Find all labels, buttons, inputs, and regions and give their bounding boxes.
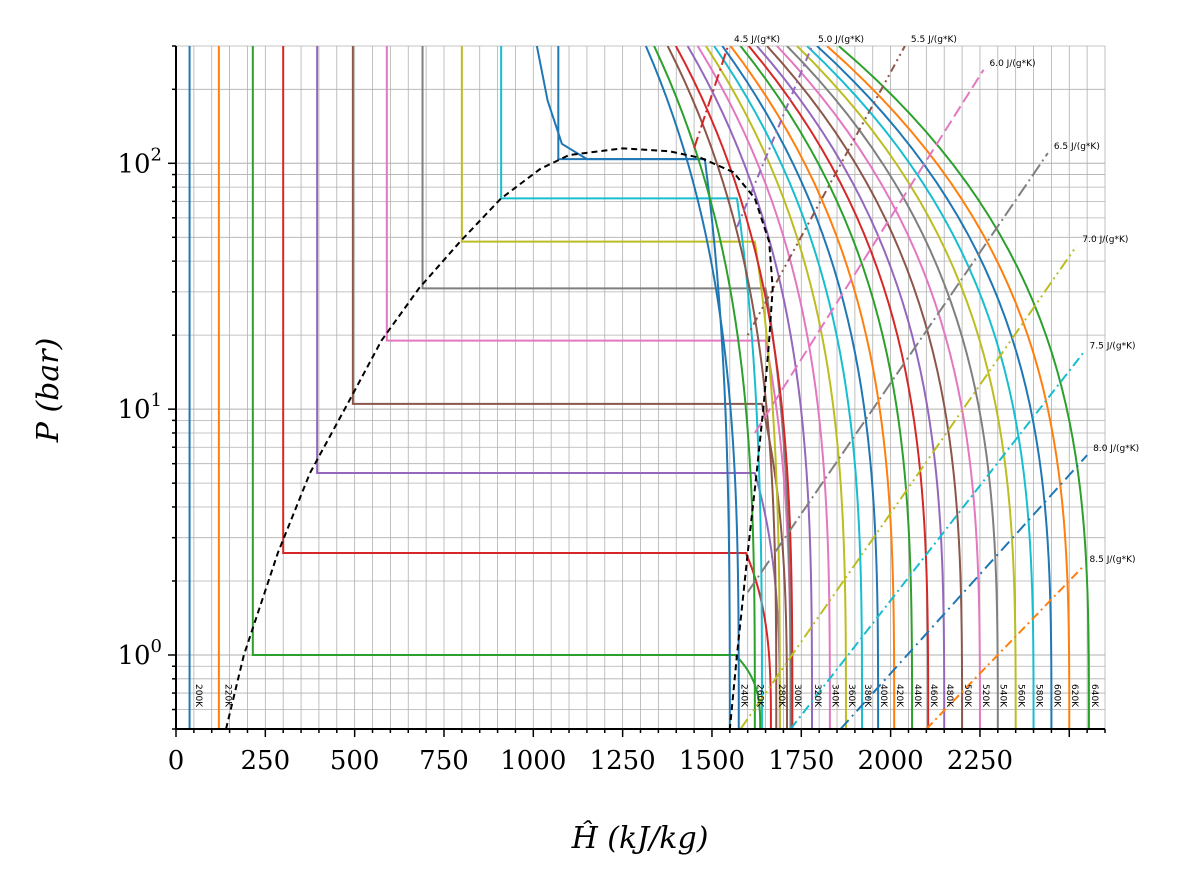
superheated-isotherm-line bbox=[739, 46, 914, 729]
superheated-isotherm-line bbox=[816, 46, 1053, 729]
isentrope-line bbox=[746, 152, 1049, 593]
y-tick-label: 101 bbox=[117, 390, 162, 425]
temperature-label: 620K bbox=[1069, 684, 1079, 708]
temperature-label: 560K bbox=[1016, 684, 1026, 708]
annotations: 4.5 J/(g*K) 5.0 J/(g*K) 5.5 J/(g*K) 6.0 J/(… bbox=[193, 35, 1139, 708]
isentrope-label: 8.0 J/(g*K) bbox=[1093, 444, 1139, 454]
superheated-isotherm-line bbox=[776, 46, 981, 729]
grid-lines bbox=[175, 45, 1106, 730]
temperature-label: 280K bbox=[776, 684, 786, 708]
superheated-isotherm-line bbox=[786, 46, 999, 729]
temperature-label: 220K bbox=[222, 684, 232, 708]
y-tick-label: 100 bbox=[117, 636, 162, 671]
isentrope-label: 7.0 J/(g*K) bbox=[1082, 235, 1128, 245]
isotherm-line bbox=[282, 46, 772, 729]
x-tick-label: 2000 bbox=[858, 746, 924, 776]
superheated-isotherm-line bbox=[644, 46, 740, 729]
saturation-dome-line bbox=[225, 147, 774, 729]
temperature-label: 540K bbox=[998, 684, 1008, 708]
isentrope-line bbox=[693, 46, 729, 149]
isentrope-label: 5.5 J/(g*K) bbox=[911, 35, 957, 45]
isentrope-label: 8.5 J/(g*K) bbox=[1090, 555, 1136, 565]
temperature-label: 640K bbox=[1089, 684, 1099, 708]
isentrope-label: 6.5 J/(g*K) bbox=[1054, 142, 1100, 152]
temperature-label: 260K bbox=[755, 684, 765, 708]
superheated-isotherm-line bbox=[713, 46, 864, 729]
temperature-label: 600K bbox=[1051, 684, 1061, 708]
temperature-label: 300K bbox=[792, 684, 802, 708]
temperature-label: 420K bbox=[894, 684, 904, 708]
isentrope-line bbox=[746, 46, 906, 336]
superheated-isotherm-line bbox=[796, 46, 1017, 729]
x-axis-title: Ĥ (kJ/kg) bbox=[571, 820, 709, 856]
superheated-isotherm-line bbox=[705, 46, 847, 729]
superheated-isotherm-line bbox=[838, 46, 1090, 729]
isentrope-label: 7.5 J/(g*K) bbox=[1090, 341, 1136, 351]
isentrope-line bbox=[736, 46, 813, 228]
temperature-label: 460K bbox=[928, 684, 938, 708]
isotherm-line bbox=[460, 46, 781, 729]
x-tick-label: 1000 bbox=[500, 746, 566, 776]
isentrope-label: 6.0 J/(g*K) bbox=[990, 59, 1036, 69]
isentrope-label: 4.5 J/(g*K) bbox=[734, 35, 780, 45]
y-tick-label: 102 bbox=[117, 144, 162, 179]
isentrope-label: 5.0 J/(g*K) bbox=[818, 35, 864, 45]
temperature-label: 580K bbox=[1033, 684, 1043, 708]
superheated-isotherm-line bbox=[747, 46, 930, 729]
temperature-label: 320K bbox=[812, 684, 822, 708]
superheated-isotherm-line bbox=[826, 46, 1071, 729]
x-tick-label: 1750 bbox=[768, 746, 834, 776]
superheated-isotherm-line bbox=[696, 46, 831, 729]
temperature-label: 440K bbox=[912, 684, 922, 708]
isotherm-curves bbox=[188, 46, 1090, 729]
temperature-label: 340K bbox=[830, 684, 840, 708]
superheated-isotherm-line bbox=[653, 46, 756, 729]
x-tick-label: 2250 bbox=[947, 746, 1013, 776]
superheated-isotherm-line bbox=[806, 46, 1035, 729]
superheated-isotherm-line bbox=[766, 46, 964, 729]
temperature-label: 240K bbox=[739, 684, 749, 708]
temperature-label: 380K bbox=[862, 684, 872, 708]
x-tick-label: 500 bbox=[330, 746, 380, 776]
x-tick-label: 750 bbox=[419, 746, 469, 776]
isentrope-curves bbox=[693, 46, 1088, 729]
x-tick-label: 1500 bbox=[679, 746, 745, 776]
temperature-label: 200K bbox=[193, 684, 203, 708]
superheated-isotherm-line bbox=[686, 46, 814, 729]
isotherm-line bbox=[535, 46, 705, 161]
temperature-label: 500K bbox=[962, 684, 972, 708]
isotherm-line bbox=[500, 46, 763, 729]
y-axis-title: P (bar) bbox=[31, 338, 66, 444]
isotherm-line bbox=[421, 46, 792, 729]
superheated-isotherm-line bbox=[729, 46, 896, 729]
saturation-dome bbox=[225, 147, 774, 729]
temperature-label: 480K bbox=[944, 684, 954, 708]
temperature-label: 400K bbox=[878, 684, 888, 708]
superheated-isotherm-line bbox=[674, 46, 794, 729]
axes: 0 250 500 750 1000 1250 1500 1750 2000 2250 100 101… bbox=[117, 45, 1106, 776]
isotherm-line bbox=[557, 46, 731, 729]
x-tick-label: 1250 bbox=[590, 746, 656, 776]
superheated-isotherm-line bbox=[721, 46, 880, 729]
x-tick-label: 250 bbox=[241, 746, 291, 776]
isotherm-line bbox=[251, 46, 762, 729]
temperature-label: 520K bbox=[980, 684, 990, 708]
isentrope-line bbox=[753, 69, 985, 434]
x-tick-label: 0 bbox=[168, 746, 185, 776]
temperature-label: 360K bbox=[846, 684, 856, 708]
